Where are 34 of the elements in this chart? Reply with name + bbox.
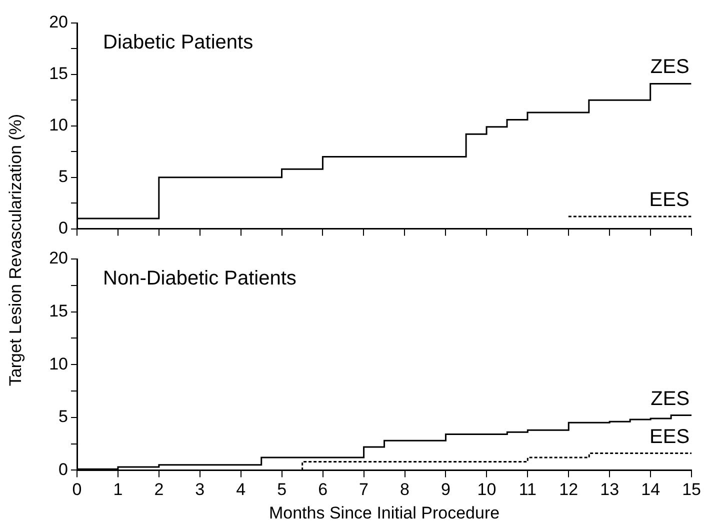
x-tick-label: 4 [236,480,246,500]
y-tick-label: 10 [49,354,68,374]
x-tick-label: 6 [318,480,328,500]
x-tick-label: 2 [154,480,164,500]
x-axis-title: Months Since Initial Procedure [268,503,500,522]
y-tick-label: 10 [49,116,68,135]
x-tick-label: 9 [440,480,450,500]
x-tick-label: 13 [600,480,620,500]
series-label: ZES [650,56,690,78]
y-axis-title: Target Lesion Revascularization (%) [6,114,26,386]
x-tick-label: 15 [682,480,702,500]
x-tick-label: 8 [400,480,410,500]
x-tick-label: 5 [277,480,287,500]
series-label: EES [649,188,690,211]
y-tick-label: 5 [58,407,68,426]
x-tick-label: 10 [477,480,496,500]
chart-title: Non-Diabetic Patients [103,268,296,290]
x-tick-label: 1 [113,480,123,500]
y-tick-label: 0 [58,460,68,479]
text: Diabetic Patients [103,32,254,54]
y-tick-label: 0 [58,218,68,238]
y-tick-label: 20 [49,12,68,32]
y-tick-label: 15 [49,301,68,320]
x-tick-label: 14 [641,480,660,500]
x-tick-label: 12 [559,480,578,500]
y-tick-label: 20 [49,248,68,268]
x-tick-label: 3 [195,480,205,500]
x-tick-label: 7 [359,480,369,500]
series-label: EES [650,426,690,448]
y-tick-label: 5 [58,167,68,186]
x-tick-label: 0 [72,480,82,500]
y-tick-label: 15 [49,64,68,84]
series-label: ZES [650,388,690,410]
x-tick-label: 11 [518,480,536,500]
